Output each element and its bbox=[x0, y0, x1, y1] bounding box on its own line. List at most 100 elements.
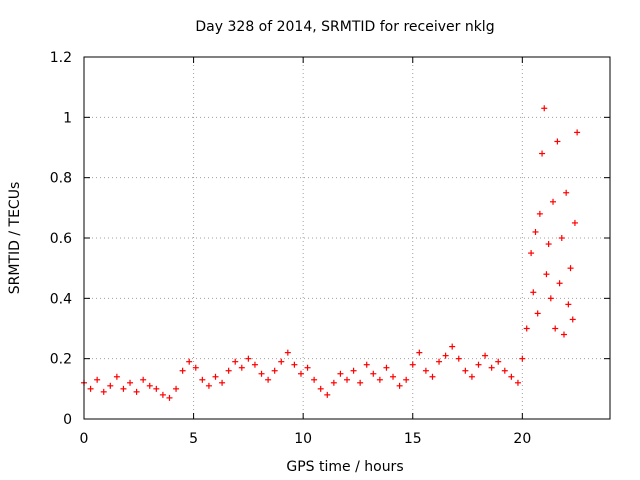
data-point bbox=[468, 373, 475, 380]
y-tick-label: 0.6 bbox=[50, 231, 72, 247]
data-point bbox=[330, 379, 337, 386]
data-point bbox=[146, 382, 153, 389]
data-point bbox=[245, 355, 252, 362]
data-point bbox=[205, 382, 212, 389]
data-point bbox=[192, 364, 199, 371]
data-point bbox=[324, 391, 331, 398]
data-points bbox=[81, 105, 581, 401]
plot-frame bbox=[83, 56, 611, 420]
x-tick-label: 20 bbox=[513, 431, 531, 447]
y-tick-label: 1 bbox=[63, 110, 72, 126]
data-point bbox=[442, 352, 449, 359]
data-point bbox=[554, 138, 561, 145]
data-point bbox=[271, 367, 278, 374]
data-point bbox=[357, 379, 364, 386]
axis-ticks: 0 5 10 15 20 0 0.2 0.4 0.6 0.8 1 1.2 bbox=[50, 50, 610, 447]
data-point bbox=[225, 367, 232, 374]
data-point bbox=[403, 376, 410, 383]
y-tick-label: 0 bbox=[63, 412, 72, 428]
data-point bbox=[311, 376, 318, 383]
data-point bbox=[530, 289, 537, 296]
data-point bbox=[258, 370, 265, 377]
data-point bbox=[212, 373, 219, 380]
data-point bbox=[560, 331, 567, 338]
data-point bbox=[297, 370, 304, 377]
data-point bbox=[127, 379, 134, 386]
data-point bbox=[199, 376, 206, 383]
data-point bbox=[532, 228, 539, 235]
data-point bbox=[344, 376, 350, 383]
data-point bbox=[574, 129, 581, 136]
data-point bbox=[159, 391, 166, 398]
data-point bbox=[569, 316, 576, 323]
x-axis-label: GPS time / hours bbox=[286, 459, 403, 475]
data-point bbox=[238, 364, 245, 371]
data-point bbox=[219, 379, 226, 386]
data-point bbox=[475, 361, 482, 368]
data-point bbox=[120, 385, 127, 392]
y-tick-label: 0.2 bbox=[50, 352, 72, 368]
y-tick-label: 0.8 bbox=[50, 171, 72, 187]
data-point bbox=[337, 370, 344, 377]
data-point bbox=[422, 367, 429, 374]
data-point bbox=[107, 382, 114, 389]
data-point bbox=[265, 376, 272, 383]
data-point bbox=[100, 388, 107, 395]
data-point bbox=[462, 367, 469, 374]
data-point bbox=[552, 325, 559, 332]
data-point bbox=[508, 373, 515, 380]
data-point bbox=[370, 370, 377, 377]
data-point bbox=[278, 358, 285, 365]
x-tick-label: 5 bbox=[189, 431, 198, 447]
data-point bbox=[304, 364, 311, 371]
data-point bbox=[179, 367, 186, 374]
data-point bbox=[536, 210, 543, 217]
data-point bbox=[501, 367, 508, 374]
data-point bbox=[113, 373, 120, 380]
y-tick-label: 1.2 bbox=[50, 50, 72, 66]
data-point bbox=[514, 379, 521, 386]
x-tick-label: 10 bbox=[294, 431, 312, 447]
data-point bbox=[565, 301, 572, 308]
data-point bbox=[519, 355, 526, 362]
data-point bbox=[429, 373, 436, 380]
data-point bbox=[488, 364, 495, 371]
data-point bbox=[558, 235, 565, 241]
data-point bbox=[528, 250, 535, 257]
data-point bbox=[571, 219, 578, 226]
data-point bbox=[545, 241, 552, 248]
data-point bbox=[140, 376, 147, 383]
y-tick-label: 0.4 bbox=[50, 291, 72, 307]
data-point bbox=[556, 280, 563, 287]
data-point bbox=[543, 271, 550, 278]
data-point bbox=[232, 358, 239, 365]
data-point bbox=[409, 361, 416, 368]
data-point bbox=[416, 349, 423, 356]
data-point bbox=[390, 373, 397, 380]
data-point bbox=[550, 198, 557, 205]
data-point bbox=[523, 325, 530, 332]
x-tick-label: 0 bbox=[80, 431, 89, 447]
data-point bbox=[350, 367, 357, 374]
data-point bbox=[317, 385, 324, 392]
data-point bbox=[541, 105, 548, 112]
data-point bbox=[173, 385, 180, 392]
data-point bbox=[539, 150, 546, 157]
data-point bbox=[186, 358, 193, 365]
data-point bbox=[547, 295, 554, 302]
chart-title: Day 328 of 2014, SRMTID for receiver nkl… bbox=[195, 19, 494, 35]
data-point bbox=[495, 358, 502, 365]
data-point bbox=[449, 343, 456, 350]
gridlines bbox=[84, 57, 610, 419]
data-point bbox=[376, 376, 383, 383]
data-point bbox=[133, 388, 140, 395]
data-point bbox=[455, 355, 462, 362]
y-axis-label: SRMTID / TECUs bbox=[7, 182, 23, 295]
data-point bbox=[534, 310, 541, 317]
data-point bbox=[436, 358, 443, 365]
data-point bbox=[396, 382, 403, 389]
data-point bbox=[363, 361, 370, 368]
data-point bbox=[563, 189, 570, 196]
data-point bbox=[567, 265, 574, 272]
